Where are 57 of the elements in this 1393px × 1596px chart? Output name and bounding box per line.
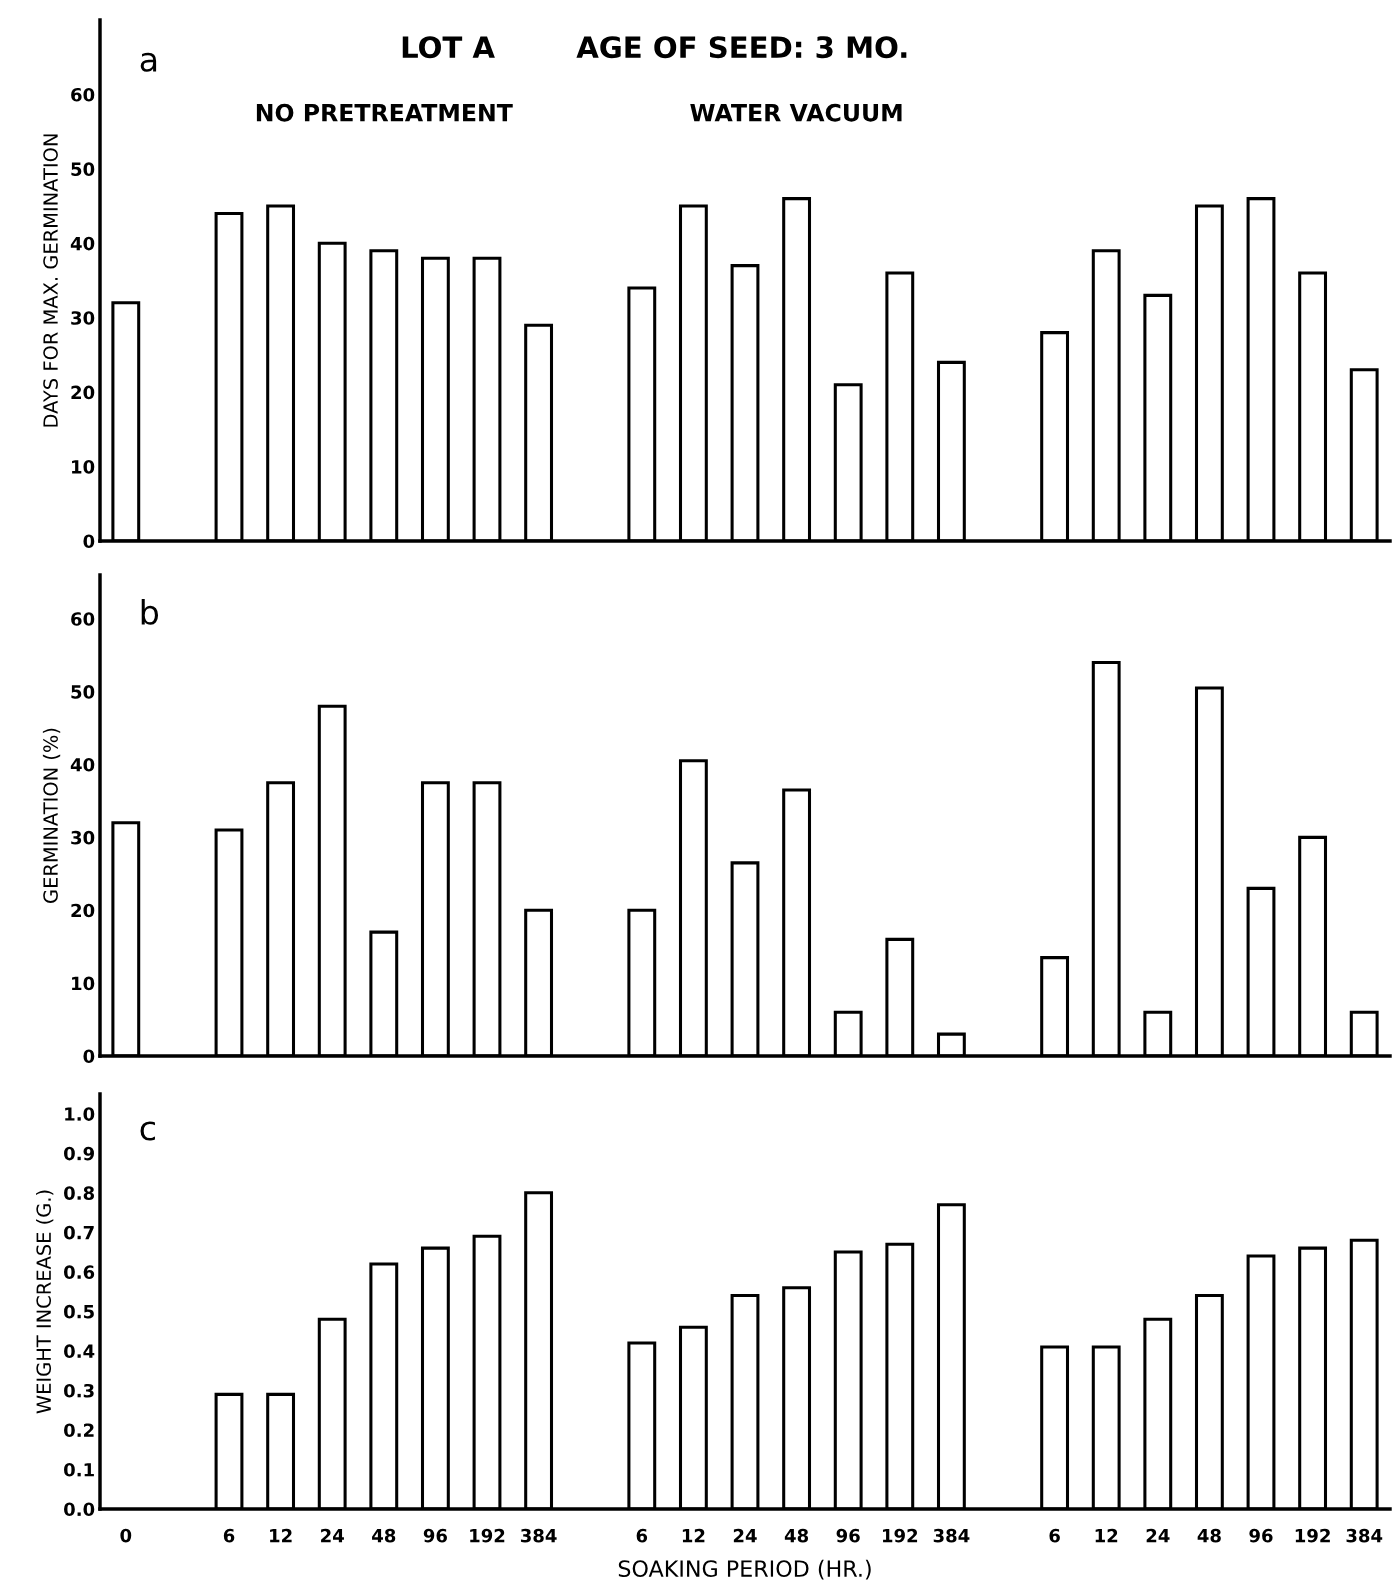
x-tick-label: 384 — [520, 1528, 557, 1543]
x-tick-label: 24 — [1146, 1528, 1170, 1543]
y-tick-label: 0.8 — [64, 1186, 95, 1200]
x-tick-label: 96 — [836, 1528, 860, 1543]
y-tick-label: 30 — [71, 830, 95, 845]
annotation: a — [140, 52, 157, 72]
y-tick-label: 40 — [70, 236, 95, 251]
x-tick-label: 12 — [1095, 1528, 1118, 1543]
y-axis-title: GERMINATION (%) — [42, 728, 61, 903]
y-tick-label: 0.4 — [64, 1344, 95, 1359]
y-tick-label: 50 — [71, 685, 95, 699]
y-tick-label: 0.2 — [64, 1423, 94, 1438]
y-axis-title: WEIGHT INCREASE (G.) — [36, 1190, 54, 1414]
x-tick-label: 192 — [470, 1528, 505, 1543]
y-tick-label: 20 — [71, 385, 95, 400]
chart-title: LOT A AGE OF SEED: 3 MO. — [402, 36, 907, 59]
x-tick-label: 48 — [372, 1528, 396, 1543]
x-tick-label: 12 — [682, 1528, 705, 1543]
x-tick-label: 384 — [1346, 1528, 1383, 1543]
x-tick-label: 6 — [636, 1528, 648, 1543]
x-tick-label: 192 — [1295, 1528, 1330, 1543]
y-tick-label: 10 — [72, 460, 95, 474]
y-tick-label: 1.0 — [65, 1107, 95, 1121]
x-tick-label: 384 — [933, 1528, 970, 1543]
y-tick-label: 0.5 — [64, 1304, 94, 1319]
x-axis-title: SOAKING PERIOD (HR.) — [618, 1559, 871, 1580]
annotation: NO PRETREATMENT — [256, 103, 513, 122]
x-tick-label: 192 — [882, 1528, 918, 1543]
x-tick-label: 12 — [270, 1528, 292, 1543]
y-tick-label: 60 — [71, 87, 95, 102]
y-tick-label: 0 — [83, 534, 95, 549]
y-tick-label: 0.0 — [64, 1502, 95, 1517]
x-tick-label: 96 — [423, 1528, 447, 1543]
y-tick-label: 0.7 — [64, 1225, 94, 1240]
y-tick-label: 0.1 — [64, 1462, 94, 1477]
y-axis-title: DAYS FOR MAX. GERMINATION — [43, 134, 58, 427]
y-tick-label: 50 — [71, 162, 95, 176]
annotation: WATER VACUUM — [690, 103, 902, 122]
x-tick-label: 24 — [733, 1528, 757, 1543]
y-tick-label: 0.3 — [64, 1383, 94, 1398]
y-tick-label: 10 — [72, 976, 95, 991]
annotation: c — [140, 1121, 155, 1141]
x-tick-label: 6 — [1049, 1528, 1060, 1543]
y-tick-label: 0.9 — [64, 1146, 94, 1161]
y-tick-label: 30 — [71, 311, 95, 325]
y-tick-label: 60 — [71, 612, 95, 626]
x-tick-label: 6 — [223, 1528, 235, 1543]
y-tick-label: 20 — [71, 903, 95, 918]
y-tick-label: 40 — [70, 757, 95, 772]
x-tick-label: 0 — [120, 1528, 132, 1543]
y-tick-label: 0.6 — [64, 1265, 95, 1279]
x-tick-label: 48 — [1197, 1528, 1221, 1543]
x-tick-label: 24 — [321, 1528, 344, 1543]
x-tick-label: 96 — [1249, 1528, 1273, 1543]
y-tick-label: 0 — [83, 1049, 95, 1064]
annotation: b — [141, 599, 159, 625]
x-tick-label: 48 — [784, 1528, 809, 1543]
